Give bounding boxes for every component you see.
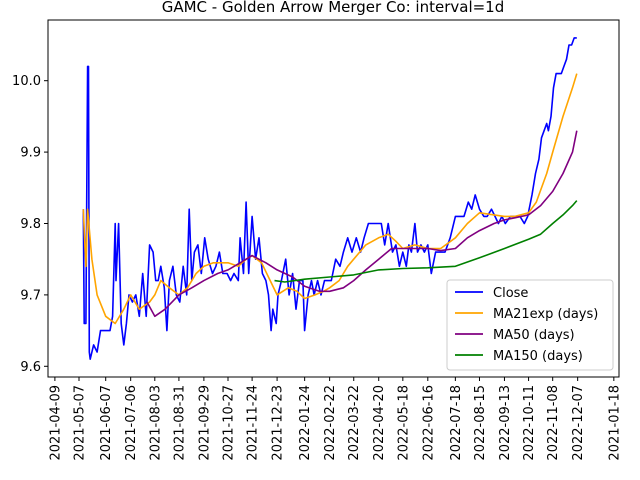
y-tick-label: 10.0 [12,74,41,89]
legend-label: MA150 (days) [493,349,583,364]
legend-label: Close [493,286,528,301]
x-tick-label: 2021-08-03 [148,385,163,461]
x-tick-label: 2022-06-16 [421,385,436,461]
x-tick-label: 2022-10-11 [522,385,537,461]
x-tick-label: 2021-04-09 [48,385,63,461]
x-tick-label: 2022-02-22 [323,385,338,461]
x-tick-label: 2021-05-07 [73,385,88,461]
x-tick-label: 2021-08-31 [172,385,187,461]
series-layer [82,37,578,360]
series-line-1 [82,73,578,325]
y-axis: 9.6 9.7 9.8 9.9 10.0 [12,74,48,375]
x-tick-label: 2021-01-18 [607,385,622,461]
x-tick-label: 2022-05-18 [396,385,411,461]
x-tick-label: 2022-12-07 [571,385,586,461]
legend-box [446,279,614,371]
legend-label: MA21exp (days) [493,307,598,322]
x-tick-label: 2021-06-07 [99,385,114,461]
series-line-3 [274,200,578,283]
x-tick-label: 2021-12-23 [271,385,286,461]
series-line-0 [82,37,577,360]
x-tick-label: 2022-11-08 [546,385,561,461]
legend: Close MA21exp (days) MA50 (days) MA150 (day… [446,279,614,371]
x-tick-label: 2022-08-15 [473,385,488,461]
x-tick-label: 2021-11-24 [246,385,261,461]
x-tick-label: 2022-01-24 [298,385,313,461]
x-tick-label: 2021-07-06 [124,385,139,461]
plot-frame [47,19,620,378]
x-tick-label: 2022-09-13 [498,385,513,461]
y-tick-label: 9.6 [20,360,41,375]
legend-label: MA50 (days) [493,328,575,343]
series-line-2 [146,130,578,318]
x-tick-label: 2021-09-29 [197,385,212,461]
x-axis: 2021-04-09 2021-05-07 2021-06-07 2021-07-06… [48,377,622,461]
x-tick-label: 2022-03-22 [347,385,362,461]
y-tick-label: 9.9 [20,146,41,161]
chart-title: GAMC - Golden Arrow Merger Co: interval=… [162,0,505,16]
x-tick-label: 2022-07-18 [449,385,464,461]
x-tick-label: 2021-10-27 [221,385,236,461]
x-tick-label: 2022-04-20 [372,385,387,461]
y-tick-label: 9.7 [20,288,41,303]
y-tick-label: 9.8 [20,217,41,232]
